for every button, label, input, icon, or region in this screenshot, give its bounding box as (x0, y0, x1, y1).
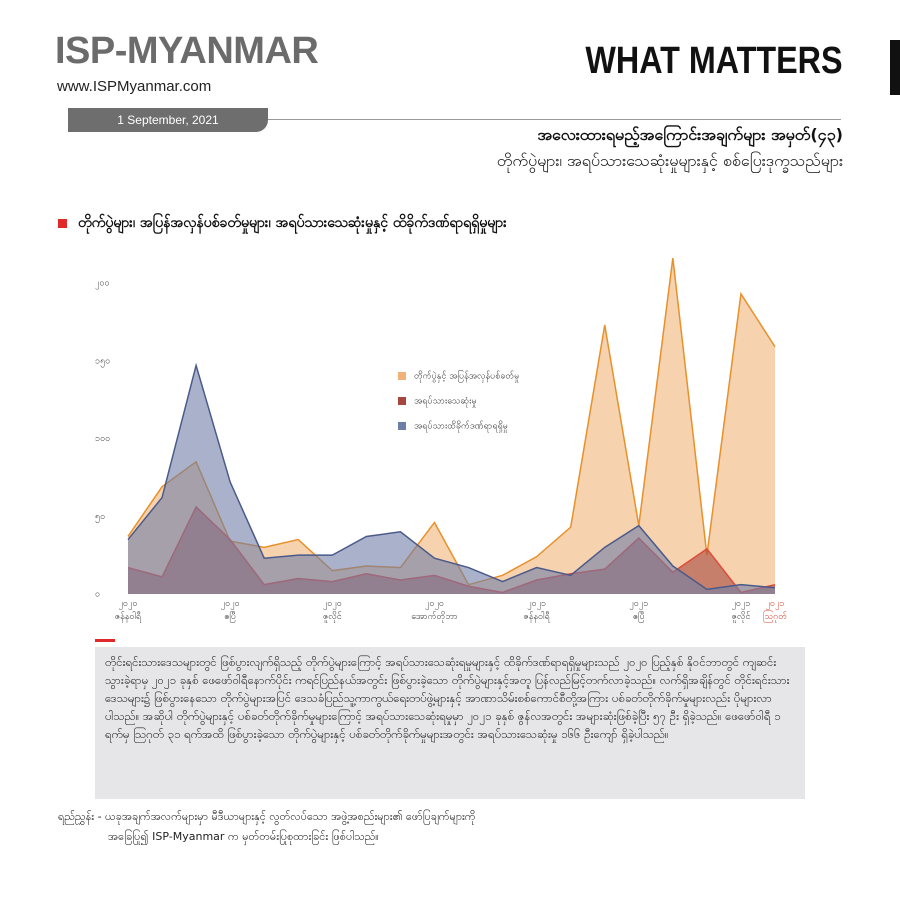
bullet (58, 219, 67, 228)
chart: ၀၅၀၁၀၀၁၅၀၂၀၀၂၀၂၀ဇန်နဝါရီ၂၀၂၀ဧပြီ၂၀၂၀ဇူလိ… (95, 258, 788, 623)
series-line (127, 362, 776, 591)
area-fill (128, 365, 775, 594)
y-tick-label: ၁၅၀ (95, 356, 110, 367)
x-tick-label: ၂၀၂၀ (221, 599, 240, 610)
accent-line (95, 639, 115, 642)
brand: ISP-MYANMAR (55, 30, 319, 72)
title: အလေးထားရမည့်အကြောင်းအချက်များ အမှတ်(၄၃) (537, 125, 843, 144)
legend-swatch (398, 422, 406, 430)
x-tick-label: ဇူလိုင် (323, 611, 342, 623)
x-tick-label: ၂၀၂၁ (731, 599, 750, 610)
area-fill (128, 258, 775, 594)
legend-label: တိုက်ပွဲနှင့် အပြန်အလှန်ပစ်ခတ်မှု (414, 370, 519, 383)
x-tick-label: ၂၀၂၁ (766, 599, 785, 610)
x-tick-label: ဇူလိုင် (732, 611, 751, 623)
x-tick-label: ၂၀၂၀ (425, 599, 444, 610)
source: အခြေပြု၍ ISP-Myanmar က မှတ်တမ်းပြုစုထားခ… (108, 830, 379, 843)
y-tick-label: ၁၀၀ (95, 434, 110, 444)
legend-swatch (398, 397, 406, 405)
x-tick-label: ဇန်နဝါရီ (523, 611, 550, 623)
divider (268, 119, 841, 120)
y-tick-label: ၂၀၀ (95, 279, 110, 290)
source: ရည်ညွှန်း - ယခုအချက်အလက်များမှာ မီဒီယာမျ… (58, 810, 476, 823)
x-tick-label: ၂၀၂၀ (119, 599, 138, 610)
y-tick-label: ၅၀ (95, 512, 105, 523)
legend-label: အရပ်သားထိခိုက်ဒဏ်ရာရရှိမှု (414, 421, 508, 433)
x-tick-label: ဇန်နဝါရီ (115, 611, 142, 623)
legend-swatch (398, 372, 406, 380)
accent-bar (890, 40, 900, 95)
chart-title: တိုက်ပွဲများ၊ အပြန်အလှန်ပစ်ခတ်မှုများ၊ အ… (78, 215, 507, 231)
date: 1 September, 2021 (68, 108, 268, 132)
x-tick-label: ဩဂုတ် (763, 610, 788, 623)
url: www.ISPMyanmar.com (57, 78, 212, 95)
x-tick-label: အောက်တိုဘာ (411, 611, 457, 623)
paragraph: တိုင်းရင်းသားဒေသများတွင် ဖြစ်ပွားလျက်ရှိ… (95, 647, 805, 799)
legend-label: အရပ်သားသေဆုံးမှု (414, 396, 477, 408)
x-tick-label: ၂၀၂၁ (629, 599, 648, 610)
series-name: WHAT MATTERS (585, 40, 843, 82)
y-tick-label: ၀ (95, 590, 100, 600)
x-tick-label: ဧပြီ (633, 611, 645, 623)
subtitle: တိုက်ပွဲများ၊ အရပ်သားသေဆုံးမှုများနှင့် … (496, 151, 843, 170)
x-tick-label: ၂၀၂၀ (323, 599, 342, 610)
x-tick-label: ၂၀၂၁ (527, 599, 546, 610)
x-tick-label: ဧပြီ (224, 611, 236, 623)
